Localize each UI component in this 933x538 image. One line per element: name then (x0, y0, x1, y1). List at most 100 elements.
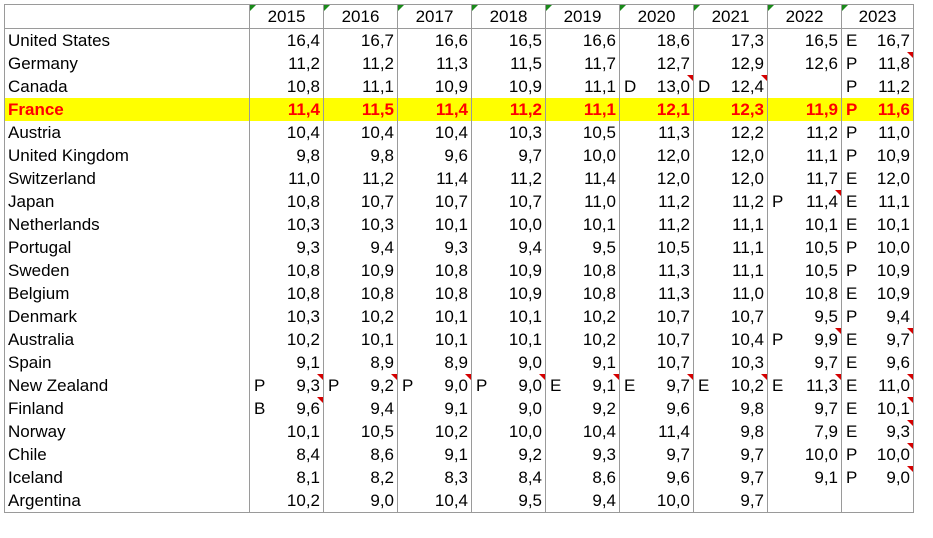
value-cell[interactable]: 10,8 (249, 190, 324, 213)
value-cell[interactable]: E 16,7 (841, 28, 914, 52)
value-cell[interactable]: 11,2 (471, 167, 546, 190)
value-cell[interactable]: 10,4 (397, 121, 472, 144)
value-cell[interactable]: 10,8 (767, 282, 842, 305)
value-cell[interactable]: 12,0 (693, 144, 768, 167)
value-cell[interactable]: 10,1 (397, 213, 472, 236)
value-cell[interactable]: P 9,3 (249, 374, 324, 397)
value-cell[interactable]: E 12,0 (841, 167, 914, 190)
year-header-cell[interactable]: 2022 (767, 4, 842, 29)
country-name-cell[interactable]: Netherlands (4, 213, 250, 236)
value-cell[interactable] (767, 489, 842, 513)
value-cell[interactable]: 8,9 (397, 351, 472, 374)
value-cell[interactable]: 10,2 (323, 305, 398, 328)
value-cell[interactable]: 10,0 (767, 443, 842, 466)
country-name-cell[interactable]: Canada (4, 75, 250, 98)
value-cell[interactable]: 10,1 (249, 420, 324, 443)
country-name-cell[interactable]: Chile (4, 443, 250, 466)
value-cell[interactable]: 11,3 (619, 259, 694, 282)
value-cell[interactable]: 10,3 (471, 121, 546, 144)
value-cell[interactable]: 10,5 (323, 420, 398, 443)
value-cell[interactable]: 10,8 (545, 259, 620, 282)
value-cell[interactable]: 10,5 (545, 121, 620, 144)
value-cell[interactable]: 7,9 (767, 420, 842, 443)
value-cell[interactable]: 10,1 (767, 213, 842, 236)
value-cell[interactable]: 9,4 (323, 236, 398, 259)
value-cell[interactable]: 12,0 (619, 167, 694, 190)
value-cell[interactable]: 9,5 (545, 236, 620, 259)
value-cell[interactable]: 9,2 (545, 397, 620, 420)
value-cell[interactable]: P 10,0 (841, 236, 914, 259)
value-cell[interactable]: 10,9 (397, 75, 472, 98)
value-cell[interactable]: 11,4 (249, 98, 324, 121)
value-cell[interactable]: 9,6 (397, 144, 472, 167)
value-cell[interactable]: 9,4 (323, 397, 398, 420)
value-cell[interactable]: 12,6 (767, 52, 842, 75)
value-cell[interactable]: 9,4 (545, 489, 620, 513)
value-cell[interactable]: 10,4 (249, 121, 324, 144)
value-cell[interactable]: P 9,0 (841, 466, 914, 489)
value-cell[interactable]: P 10,9 (841, 259, 914, 282)
value-cell[interactable]: 10,4 (693, 328, 768, 351)
value-cell[interactable]: 10,8 (249, 75, 324, 98)
country-name-cell[interactable]: Japan (4, 190, 250, 213)
value-cell[interactable]: 10,0 (471, 420, 546, 443)
value-cell[interactable]: 9,6 (619, 466, 694, 489)
value-cell[interactable]: 10,7 (471, 190, 546, 213)
value-cell[interactable]: 9,3 (397, 236, 472, 259)
value-cell[interactable]: 10,8 (545, 282, 620, 305)
value-cell[interactable]: B 9,6 (249, 397, 324, 420)
country-name-cell[interactable]: Switzerland (4, 167, 250, 190)
year-header-cell[interactable]: 2017 (397, 4, 472, 29)
value-cell[interactable]: 11,1 (693, 213, 768, 236)
year-header-cell[interactable]: 2016 (323, 4, 398, 29)
value-cell[interactable] (767, 75, 842, 98)
value-cell[interactable]: 9,3 (545, 443, 620, 466)
year-header-cell[interactable]: 2020 (619, 4, 694, 29)
value-cell[interactable]: P 10,0 (841, 443, 914, 466)
country-name-cell[interactable]: Austria (4, 121, 250, 144)
value-cell[interactable]: P 9,0 (471, 374, 546, 397)
value-cell[interactable]: 9,8 (693, 397, 768, 420)
value-cell[interactable]: E 10,2 (693, 374, 768, 397)
value-cell[interactable]: D 13,0 (619, 75, 694, 98)
value-cell[interactable]: 17,3 (693, 28, 768, 52)
value-cell[interactable]: 12,2 (693, 121, 768, 144)
country-name-cell[interactable]: United States (4, 28, 250, 52)
value-cell[interactable]: 10,9 (323, 259, 398, 282)
value-cell[interactable]: 11,2 (693, 190, 768, 213)
value-cell[interactable]: 12,0 (619, 144, 694, 167)
value-cell[interactable]: 10,2 (545, 305, 620, 328)
value-cell[interactable]: 10,8 (249, 282, 324, 305)
value-cell[interactable]: 8,2 (323, 466, 398, 489)
value-cell[interactable]: 10,5 (767, 236, 842, 259)
value-cell[interactable] (841, 489, 914, 513)
value-cell[interactable]: 8,6 (323, 443, 398, 466)
value-cell[interactable]: 10,3 (693, 351, 768, 374)
value-cell[interactable]: E 10,9 (841, 282, 914, 305)
value-cell[interactable]: 9,7 (619, 443, 694, 466)
value-cell[interactable]: 10,7 (397, 190, 472, 213)
value-cell[interactable]: 9,8 (249, 144, 324, 167)
value-cell[interactable]: 10,8 (397, 282, 472, 305)
value-cell[interactable]: 10,3 (323, 213, 398, 236)
value-cell[interactable]: 10,7 (619, 328, 694, 351)
value-cell[interactable]: 16,7 (323, 28, 398, 52)
value-cell[interactable]: E 9,7 (619, 374, 694, 397)
value-cell[interactable]: 10,1 (397, 305, 472, 328)
value-cell[interactable]: 11,2 (619, 190, 694, 213)
value-cell[interactable]: 10,1 (545, 213, 620, 236)
value-cell[interactable]: 9,5 (471, 489, 546, 513)
value-cell[interactable]: 12,3 (693, 98, 768, 121)
value-cell[interactable]: P 10,9 (841, 144, 914, 167)
value-cell[interactable]: 11,7 (767, 167, 842, 190)
value-cell[interactable]: 9,7 (693, 443, 768, 466)
value-cell[interactable]: 10,5 (619, 236, 694, 259)
value-cell[interactable]: 16,5 (767, 28, 842, 52)
value-cell[interactable]: 10,2 (397, 420, 472, 443)
value-cell[interactable]: P 9,4 (841, 305, 914, 328)
value-cell[interactable]: E 10,1 (841, 213, 914, 236)
value-cell[interactable]: 9,7 (767, 397, 842, 420)
value-cell[interactable]: 10,4 (545, 420, 620, 443)
country-name-cell[interactable]: United Kingdom (4, 144, 250, 167)
value-cell[interactable]: 11,0 (249, 167, 324, 190)
